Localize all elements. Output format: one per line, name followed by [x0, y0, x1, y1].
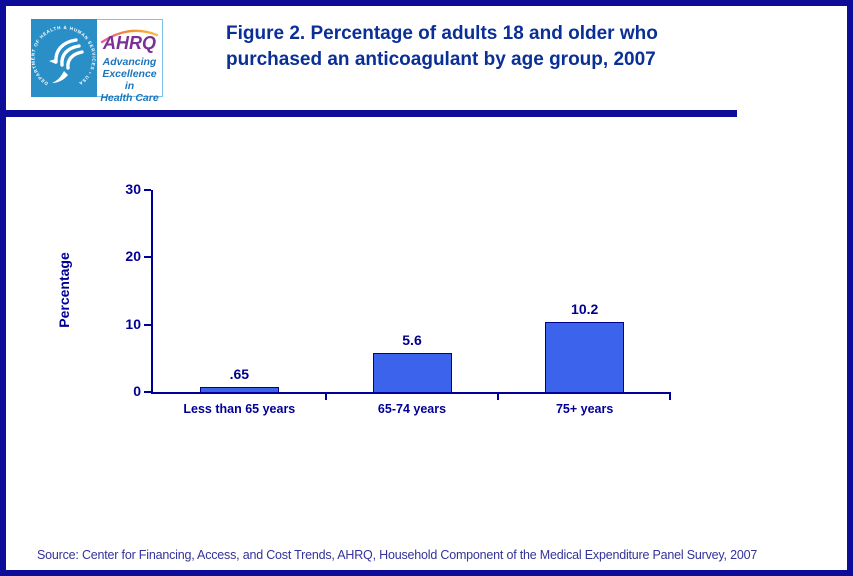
ahrq-tagline-line: Advancing — [102, 56, 157, 68]
x-axis-category-label: Less than 65 years — [183, 402, 296, 416]
ahrq-logo: AHRQ Advancing Excellence in Health Care — [97, 19, 163, 104]
y-axis-tick-label: 0 — [133, 383, 141, 399]
bar-value-label: 5.6 — [402, 332, 422, 349]
page-title-line2: purchased an anticoagulant by age group,… — [226, 49, 656, 70]
x-axis-category-label: 75+ years — [555, 402, 614, 416]
y-axis-tick-label: 20 — [125, 248, 141, 265]
rainbow-arc-icon — [100, 29, 159, 44]
y-axis-tick — [144, 189, 151, 191]
header-rule — [6, 110, 737, 117]
ahrq-tagline: Advancing Excellence in Health Care — [97, 56, 162, 104]
bar — [545, 322, 625, 392]
x-axis-tick — [497, 394, 500, 400]
page-content: DEPARTMENT OF HEALTH & HUMAN SERVICES • … — [6, 6, 847, 570]
ahrq-tagline-line: Excellence in — [102, 68, 157, 92]
x-axis-category-label: 65-74 years — [377, 402, 447, 416]
bar-value-label: 10.2 — [571, 301, 599, 318]
hhs-logo: DEPARTMENT OF HEALTH & HUMAN SERVICES • … — [30, 19, 97, 97]
bar — [372, 353, 452, 392]
source-note: Source: Center for Financing, Access, an… — [37, 548, 758, 562]
agency-logo-block: DEPARTMENT OF HEALTH & HUMAN SERVICES • … — [30, 19, 163, 104]
y-axis-tick-label: 10 — [125, 315, 141, 332]
y-axis-tick — [144, 323, 151, 326]
page-title: Figure 2. Percentage of adults 18 and ol… — [226, 21, 742, 73]
x-axis-tick — [324, 394, 327, 400]
x-axis-tick — [669, 394, 671, 400]
y-axis-label: Percentage — [56, 252, 72, 328]
ahrq-acronym: AHRQ — [103, 33, 156, 53]
bar-value-label: .65 — [229, 365, 250, 382]
plot-area: 0 10 20 30 .65 Less than 65 years 5.6 65-74 yea… — [125, 181, 671, 416]
y-axis-tick — [144, 391, 151, 393]
y-axis-tick — [144, 256, 151, 259]
ahrq-tagline-line: Health Care — [100, 92, 159, 104]
bar — [199, 386, 279, 392]
page-title-line1: Figure 2. Percentage of adults 18 and ol… — [226, 23, 658, 44]
y-axis-tick-label: 30 — [125, 181, 141, 197]
hhs-eagle-icon: DEPARTMENT OF HEALTH & HUMAN SERVICES • … — [30, 25, 95, 86]
